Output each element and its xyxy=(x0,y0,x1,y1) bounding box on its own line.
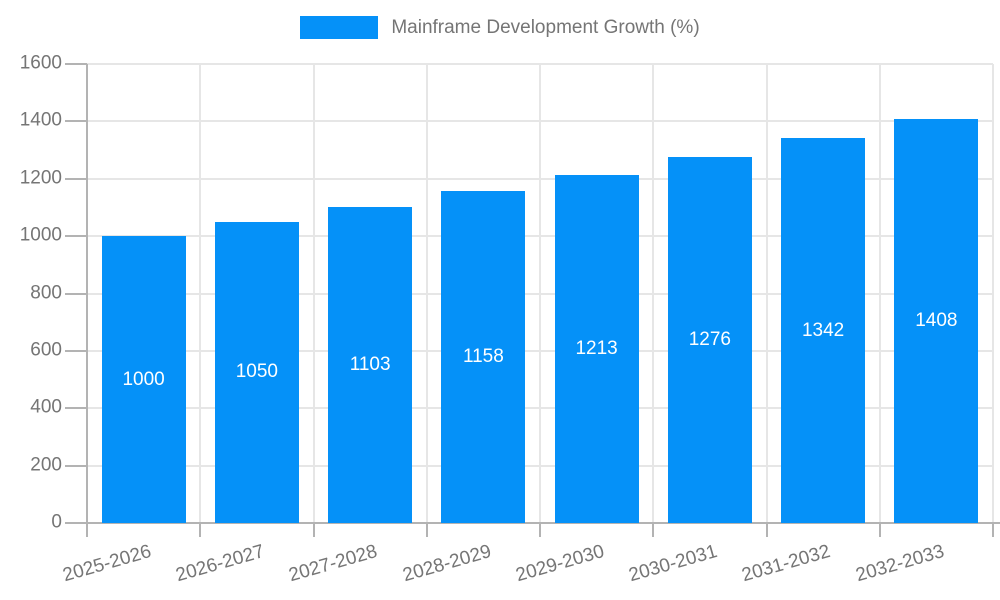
y-tick xyxy=(65,177,87,180)
x-axis-line xyxy=(87,522,1000,524)
y-tick-label: 1000 xyxy=(19,224,62,246)
y-tick-label: 0 xyxy=(51,511,62,533)
legend-label: Mainframe Development Growth (%) xyxy=(391,16,700,38)
y-tick-label: 800 xyxy=(30,282,62,304)
y-tick-label: 1400 xyxy=(19,109,62,131)
bar xyxy=(214,221,299,523)
y-tick xyxy=(65,235,87,238)
x-tick xyxy=(765,523,768,537)
x-tick-label: 2030-2031 xyxy=(626,541,720,587)
y-tick xyxy=(65,292,87,295)
y-tick xyxy=(65,120,87,123)
x-tick xyxy=(992,523,994,537)
x-tick xyxy=(86,523,88,537)
y-tick xyxy=(65,349,87,352)
bar-value-label: 1408 xyxy=(915,310,958,332)
v-gridline xyxy=(539,64,541,523)
legend: Mainframe Development Growth (%) xyxy=(0,16,1000,39)
v-gridline xyxy=(312,64,315,523)
bar-value-label: 1158 xyxy=(462,345,504,367)
y-axis-line xyxy=(86,64,88,525)
bar xyxy=(554,175,639,523)
x-tick-label: 2026-2027 xyxy=(173,541,267,587)
bar-value-label: 1342 xyxy=(801,319,845,341)
v-gridline xyxy=(199,64,202,523)
v-gridline xyxy=(425,64,428,523)
x-tick xyxy=(199,523,202,537)
bar-value-label: 1000 xyxy=(122,368,165,390)
x-tick-label: 2025-2026 xyxy=(60,541,154,587)
v-gridline xyxy=(992,64,994,523)
bar xyxy=(781,138,866,523)
y-tick xyxy=(65,407,87,410)
y-tick xyxy=(65,464,87,467)
x-tick xyxy=(652,523,655,537)
v-gridline xyxy=(652,64,655,523)
y-tick xyxy=(65,63,87,65)
y-tick-label: 1600 xyxy=(19,52,62,74)
v-gridline xyxy=(878,64,881,523)
bar-value-label: 1103 xyxy=(349,353,391,375)
x-tick xyxy=(878,523,881,537)
y-tick-label: 600 xyxy=(30,339,62,361)
bar-value-label: 1050 xyxy=(235,361,279,383)
legend-swatch xyxy=(300,16,379,39)
y-tick-label: 400 xyxy=(30,396,62,418)
y-tick xyxy=(65,522,87,524)
bar-value-label: 1213 xyxy=(575,338,618,359)
bar xyxy=(328,206,413,523)
x-tick-label: 2032-2033 xyxy=(853,541,947,587)
x-tick-label: 2031-2032 xyxy=(739,541,833,587)
x-tick xyxy=(539,523,541,537)
x-tick xyxy=(312,523,315,537)
bar xyxy=(667,156,752,523)
bar xyxy=(101,236,186,523)
bar xyxy=(894,119,979,523)
bar-value-label: 1276 xyxy=(688,328,732,350)
x-tick-label: 2028-2029 xyxy=(400,541,494,587)
x-tick xyxy=(425,523,428,537)
x-tick-label: 2029-2030 xyxy=(513,541,607,587)
y-tick-label: 200 xyxy=(30,454,62,476)
y-tick-label: 1200 xyxy=(19,167,62,189)
bar xyxy=(441,190,526,523)
x-tick-label: 2027-2028 xyxy=(286,541,380,587)
v-gridline xyxy=(765,64,768,523)
